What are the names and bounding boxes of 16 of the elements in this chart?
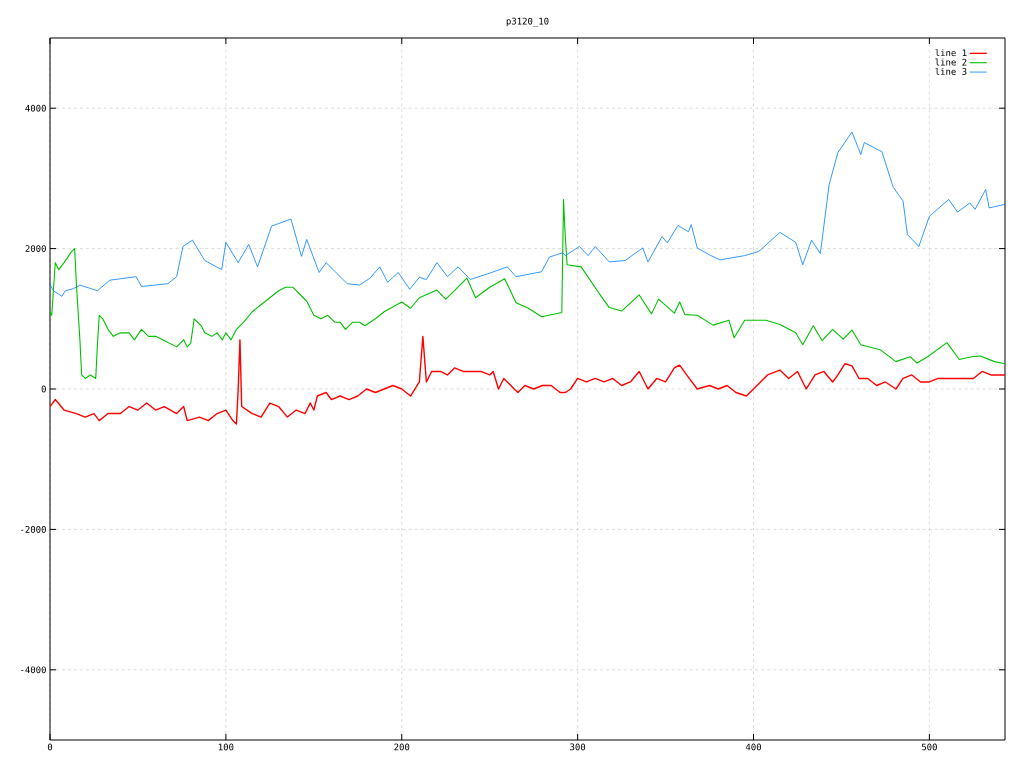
x-tick-label: 200 <box>394 743 410 751</box>
x-tick-label: 0 <box>47 743 53 751</box>
y-tick-label: -4000 <box>21 666 46 674</box>
x-tick-label: 300 <box>570 743 586 751</box>
line-series <box>50 131 1006 297</box>
legend-label: line 1 <box>935 49 967 57</box>
x-tick-label: 100 <box>218 743 234 751</box>
chart-title: p3120_10 <box>506 17 549 27</box>
y-tick-label: 4000 <box>25 104 46 112</box>
legend-label: line 2 <box>935 58 967 66</box>
x-tick-label: 500 <box>921 743 937 751</box>
y-tick-label: -2000 <box>21 526 46 533</box>
x-tick-label: 400 <box>745 743 762 751</box>
y-tick-label: 0 <box>41 385 46 393</box>
legend-label: line 3 <box>935 67 967 75</box>
y-tick-label: 2000 <box>25 245 46 252</box>
